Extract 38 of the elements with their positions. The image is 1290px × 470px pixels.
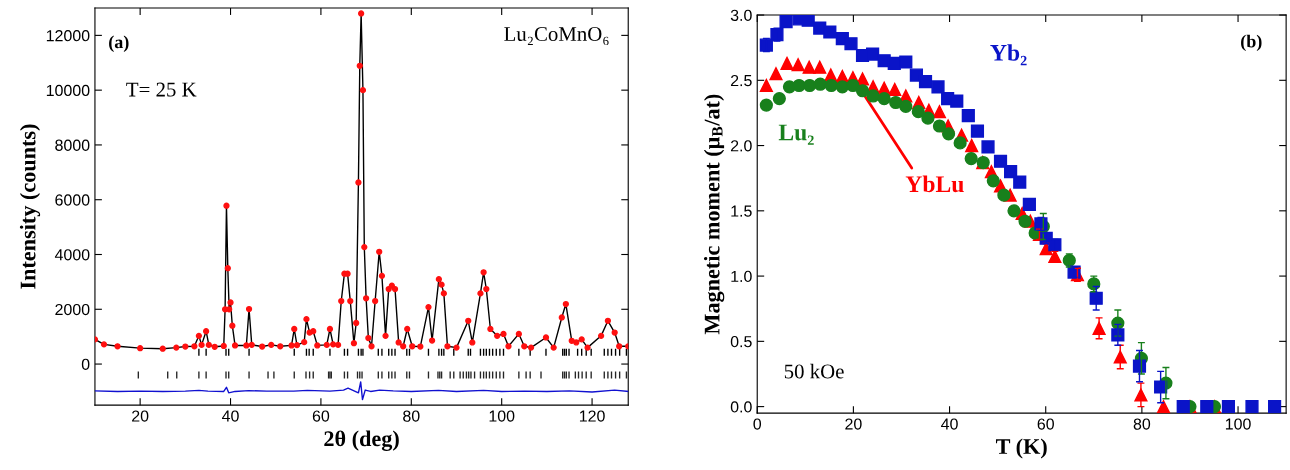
y-tick-label: 2.5 [730, 74, 752, 87]
x-tick-label: 20 [132, 410, 149, 422]
x-tick-label: 80 [1133, 418, 1151, 430]
x-axis-title: 2θ (deg) [324, 430, 399, 451]
y-tick-label: 1.5 [731, 205, 752, 217]
annotation: Lu₂CoMnO₆ [504, 27, 609, 46]
x-tick-label: 80 [403, 410, 420, 422]
x-tick-label: 100 [1225, 418, 1251, 430]
x-tick-label: 40 [222, 410, 239, 422]
y-axis-title: Intensity (counts) [19, 124, 41, 289]
y-axis-title: Magnetic moment (μ$_{B}$/at) [703, 94, 725, 335]
x-tick-label: 60 [1037, 418, 1054, 430]
y-tick-label: 8000 [55, 139, 90, 151]
y-tick-label: 4000 [54, 249, 90, 261]
y-tick-label: 2000 [55, 303, 90, 316]
x-tick-label: 0 [753, 418, 762, 430]
y-tick-label: 0 [81, 358, 90, 370]
x-tick-label: 120 [579, 410, 605, 422]
y-tick-label: 0.0 [730, 401, 752, 413]
x-tick-label: 60 [312, 410, 330, 422]
y-tick-label: 6000 [55, 194, 90, 206]
y-tick-label: 3.0 [730, 9, 752, 21]
y-tick-label: 1.0 [731, 270, 752, 283]
annotation: 50 kOe [784, 363, 844, 379]
y-tick-label: 0.5 [730, 335, 752, 348]
series-label: YbLu [905, 175, 964, 193]
y-tick-label: 2.0 [730, 140, 752, 152]
x-axis-title: T (K) [995, 438, 1047, 459]
annotation: (a) [109, 35, 129, 52]
series-label: Lu₂ [778, 124, 814, 145]
x-tick-label: 20 [845, 418, 862, 430]
x-tick-label: 40 [941, 418, 958, 430]
series-label: Yb₂ [990, 44, 1027, 66]
annotation: (b) [1241, 34, 1262, 52]
annotation: T= 25 K [126, 82, 197, 97]
y-tick-label: 10000 [46, 84, 90, 97]
y-tick-label: 12000 [46, 30, 90, 42]
x-tick-label: 100 [489, 410, 515, 422]
